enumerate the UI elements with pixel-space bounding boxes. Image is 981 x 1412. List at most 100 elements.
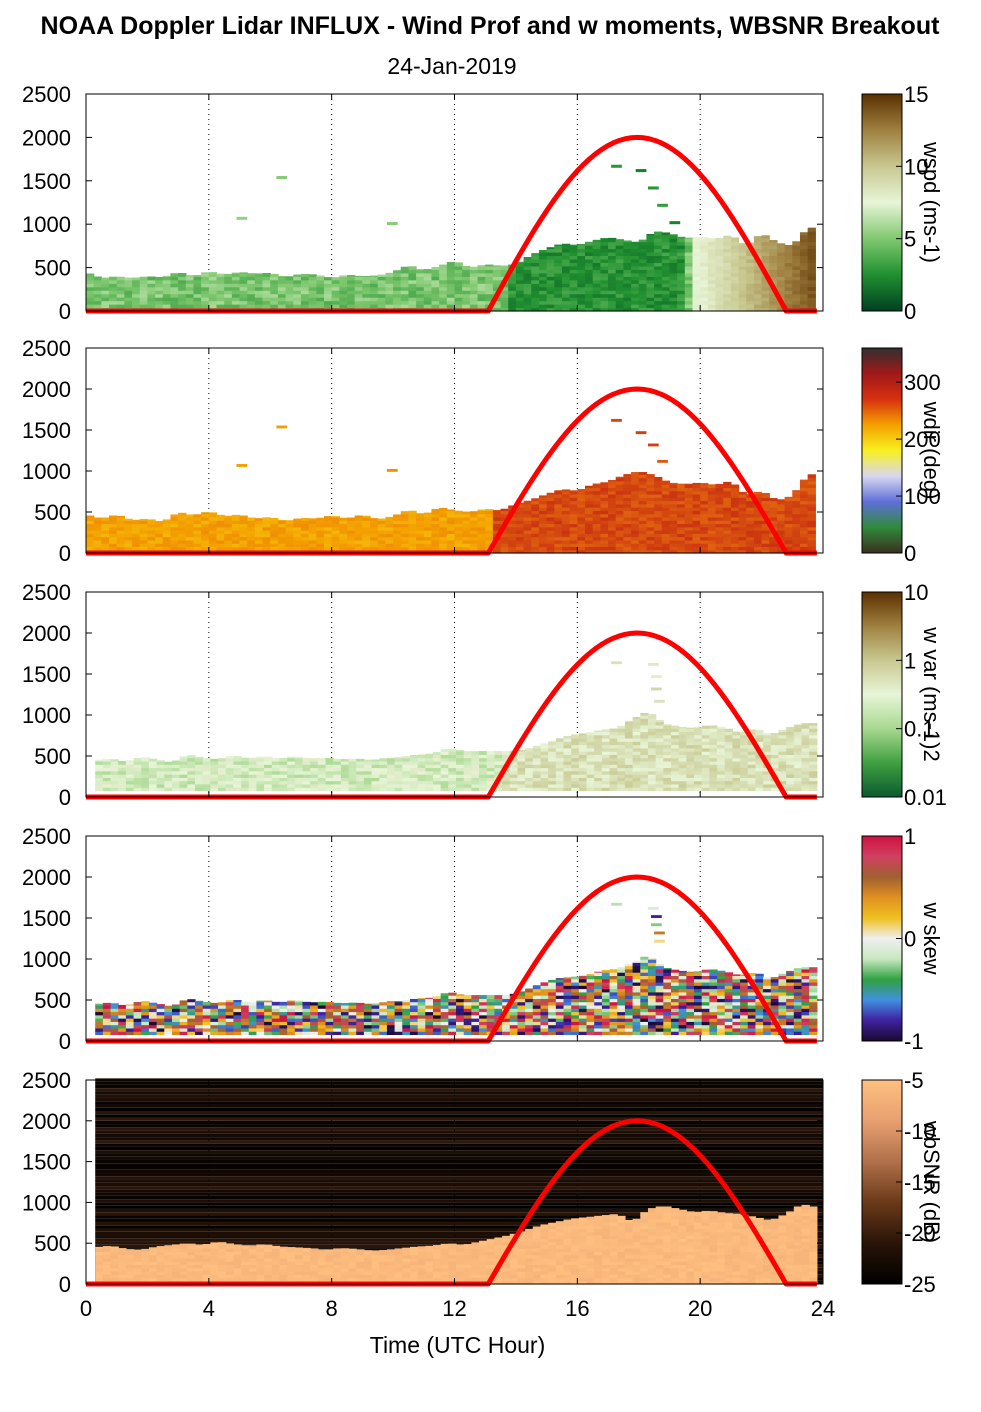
heatmap-cell: [224, 520, 233, 525]
heatmap-cell: [308, 533, 317, 538]
heatmap-cell: [554, 290, 563, 295]
heatmap-cell: [116, 279, 125, 284]
heatmap-cell: [385, 543, 394, 548]
heatmap-cell: [402, 770, 411, 775]
heatmap-cell: [769, 543, 778, 548]
heatmap-cell: [592, 283, 601, 288]
heatmap-cell: [139, 539, 149, 544]
heatmap-cell: [293, 523, 302, 528]
heatmap-cell: [669, 523, 678, 528]
heatmap-cell: [216, 297, 225, 302]
heatmap-cell: [586, 767, 595, 772]
heatmap-cell: [571, 770, 580, 775]
heatmap-cell: [101, 283, 110, 288]
heatmap-cell: [347, 283, 356, 288]
heatmap-cell: [531, 543, 540, 548]
heatmap-cell: [125, 1014, 135, 1019]
colorbar: [861, 347, 903, 554]
heatmap-cell: [164, 1021, 173, 1026]
heatmap-cell: [761, 262, 770, 267]
heatmap-cell: [433, 754, 442, 759]
heatmap-cell: [592, 290, 601, 295]
heatmap-cell: [254, 273, 264, 277]
heatmap-cell: [707, 286, 717, 291]
heatmap-cell: [133, 777, 142, 782]
heatmap-cell: [624, 721, 634, 726]
heatmap-cell: [279, 1027, 288, 1032]
heatmap-cell: [638, 474, 648, 479]
heatmap-cell: [354, 283, 363, 288]
heatmap-cell: [677, 500, 686, 505]
heatmap-cell: [448, 787, 457, 792]
heatmap-cell: [425, 1024, 434, 1029]
heatmap-cell: [638, 520, 648, 525]
scatter-cell: [611, 661, 622, 665]
heatmap-cell: [778, 741, 787, 746]
heatmap-cell: [423, 300, 433, 305]
heatmap-cell: [601, 777, 611, 782]
heatmap-cell: [494, 751, 503, 755]
heatmap-cell: [456, 1004, 465, 1009]
heatmap-cell: [125, 1021, 135, 1026]
heatmap-cell: [517, 760, 526, 765]
heatmap-cell: [210, 787, 219, 792]
heatmap-cell: [187, 1021, 196, 1026]
heatmap-cell: [799, 279, 809, 284]
heatmap-cell: [761, 279, 770, 284]
heatmap-cell: [632, 754, 641, 759]
heatmap-cell: [623, 272, 632, 277]
heatmap-cell: [678, 774, 687, 778]
heatmap-cell: [132, 523, 141, 528]
heatmap-cell: [631, 536, 640, 541]
heatmap-cell: [540, 783, 549, 788]
heatmap-cell: [684, 533, 694, 538]
heatmap-cell: [670, 744, 680, 749]
heatmap-cell: [247, 300, 256, 305]
heatmap-cell: [717, 757, 726, 762]
heatmap-cell: [393, 286, 402, 291]
heatmap-cell: [523, 500, 532, 505]
heatmap-cell: [293, 276, 302, 281]
heatmap-cell: [386, 1018, 396, 1022]
heatmap-cell: [738, 276, 747, 281]
heatmap-cell: [325, 1008, 334, 1013]
heatmap-cell: [500, 304, 509, 309]
heatmap-cell: [139, 286, 149, 291]
heatmap-cell: [492, 307, 502, 312]
heatmap-cell: [707, 283, 717, 288]
heatmap-cell: [615, 286, 624, 291]
heatmap-cell: [746, 307, 755, 312]
heatmap-cell: [684, 483, 694, 485]
heatmap-cell: [171, 777, 181, 782]
heatmap-cell: [655, 774, 664, 778]
heatmap-cell: [469, 272, 479, 277]
heatmap-cell: [156, 1024, 165, 1029]
heatmap-cell: [202, 1002, 211, 1006]
heatmap-cell: [700, 483, 709, 485]
heatmap-cell: [502, 777, 511, 782]
heatmap-cell: [294, 1008, 304, 1013]
heatmap-cell: [684, 283, 694, 288]
heatmap-cell: [692, 490, 701, 495]
heatmap-cell: [548, 777, 557, 782]
heatmap-cell: [225, 1031, 234, 1036]
heatmap-cell: [686, 764, 695, 769]
heatmap-cell: [694, 774, 703, 778]
heatmap-cell: [623, 526, 632, 531]
heatmap-cell: [264, 1021, 273, 1026]
heatmap-cell: [655, 744, 664, 749]
heatmap-cell: [770, 787, 780, 792]
heatmap-cell: [799, 286, 809, 291]
heatmap-cell: [102, 774, 112, 778]
heatmap-cell: [109, 293, 118, 298]
heatmap-cell: [256, 1027, 265, 1032]
heatmap-cell: [709, 764, 718, 769]
heatmap-cell: [615, 503, 624, 508]
heatmap-cell: [585, 523, 594, 528]
heatmap-cell: [185, 275, 195, 277]
heatmap-cell: [256, 1031, 265, 1036]
heatmap-cell: [632, 718, 641, 723]
heatmap-cell: [569, 490, 578, 495]
heatmap-cell: [287, 774, 296, 778]
